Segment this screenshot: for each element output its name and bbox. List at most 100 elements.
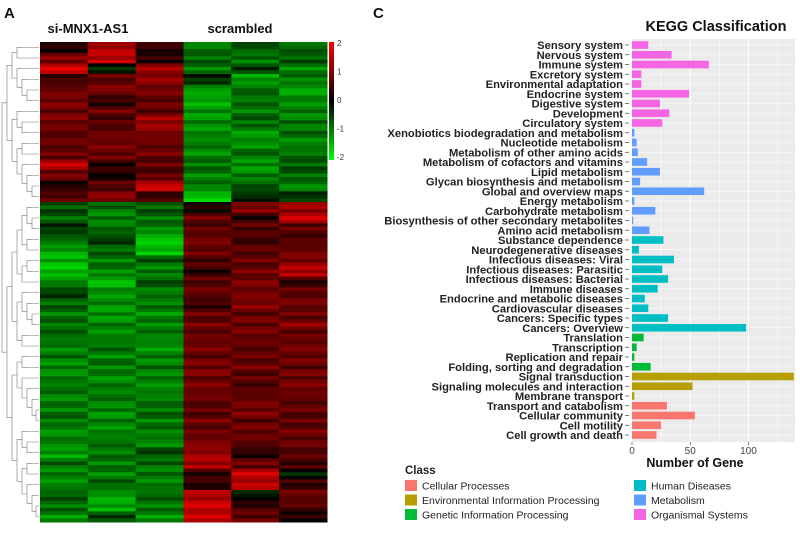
bar [632,50,672,59]
dendrogram-branch [6,286,12,418]
heatmap-cell [40,322,89,327]
heatmap-cell [183,472,232,477]
heatmap-cell [40,475,89,480]
heatmap-cell [40,109,89,114]
heatmap-cell [135,468,184,473]
heatmap-cell [135,276,184,281]
heatmap-cell [40,262,89,267]
heatmap-cell [40,351,89,356]
heatmap-cell [40,180,89,185]
heatmap-cell [279,194,328,199]
heatmap-cell [40,411,89,416]
heatmap-cell [231,81,280,86]
heatmap-cell [40,81,89,86]
heatmap-cell [40,98,89,103]
heatmap-cell [183,262,232,267]
heatmap-cell [40,486,89,491]
heatmap-cell [231,77,280,82]
heatmap-cell [135,490,184,495]
category-label: Energy metabolism [520,196,623,208]
dendrogram-branch [26,175,32,192]
heatmap-cell [87,472,137,477]
heatmap-cell [87,369,137,374]
dendrogram-branch [26,89,32,101]
heatmap-cell [231,173,280,178]
category-label: Sensory system [537,40,623,52]
heatmap-cell [183,450,232,455]
heatmap-cell [135,426,184,431]
heatmap-cell [135,134,184,139]
heatmap-cell [40,440,89,445]
heatmap-cell [231,251,280,256]
legend-swatch [634,480,646,491]
heatmap-cell [135,106,184,111]
heatmap-cell [183,191,232,196]
heatmap-cell [40,379,89,384]
heatmap-cell [135,493,184,498]
heatmap-cell [87,394,137,399]
heatmap-cell [40,187,89,192]
heatmap-cell [87,159,137,164]
heatmap-cell [135,120,184,125]
heatmap-cell [135,394,184,399]
heatmap-cell [279,184,328,189]
heatmap-cell [183,326,232,331]
dendrogram-branch [21,356,27,368]
heatmap-cell [40,237,89,242]
heatmap-cell [231,205,280,210]
heatmap-cell [183,404,232,409]
category-label: Signal transduction [519,372,624,384]
heatmap-cell [183,340,232,345]
heatmap-cell [183,298,232,303]
heatmap-cell [87,283,137,288]
heatmap-cell [87,276,137,281]
heatmap-cell [87,205,137,210]
heatmap-cell [135,383,184,388]
heatmap-cell [183,234,232,239]
heatmap-cell [135,294,184,299]
heatmap-cell [40,468,89,473]
heatmap-cell [183,280,232,285]
bar [632,187,705,196]
heatmap-cell [87,241,137,246]
heatmap-cell [87,162,137,167]
heatmap-cell [183,66,232,71]
category-label: Translation [563,333,623,345]
heatmap-cell [40,170,89,175]
heatmap-cell [87,486,137,491]
heatmap-cell [87,490,137,495]
heatmap-cell [135,77,184,82]
bar [632,265,663,274]
heatmap-cell [183,422,232,427]
heatmap-cell [183,70,232,75]
heatmap-cell [279,319,328,324]
heatmap-cell [87,202,137,207]
bar [632,158,648,166]
heatmap-cell [231,465,280,470]
heatmap-cell [279,315,328,320]
heatmap-cell [231,376,280,381]
heatmap-cell [231,372,280,377]
heatmap-cell [231,401,280,406]
heatmap-cell [231,88,280,93]
heatmap-cell [40,511,89,516]
heatmap-cell [40,362,89,367]
heatmap-cell [135,255,184,260]
heatmap-cell [183,187,232,192]
heatmap-cell [135,450,184,455]
heatmap-cell [135,184,184,189]
heatmap-cell [183,209,232,214]
heatmap-cell [183,333,232,338]
heatmap-cell [183,109,232,114]
heatmap-cell [183,148,232,153]
heatmap-cell [135,362,184,367]
heatmap-cell [40,148,89,153]
heatmap-cell [183,95,232,100]
heatmap-cell [135,397,184,402]
legend-label: Organismal Systems [651,510,748,522]
heatmap-cell [231,426,280,431]
legend-label: Genetic Information Processing [422,510,569,522]
heatmap-cell [135,340,184,345]
heatmap-cell [279,394,328,399]
